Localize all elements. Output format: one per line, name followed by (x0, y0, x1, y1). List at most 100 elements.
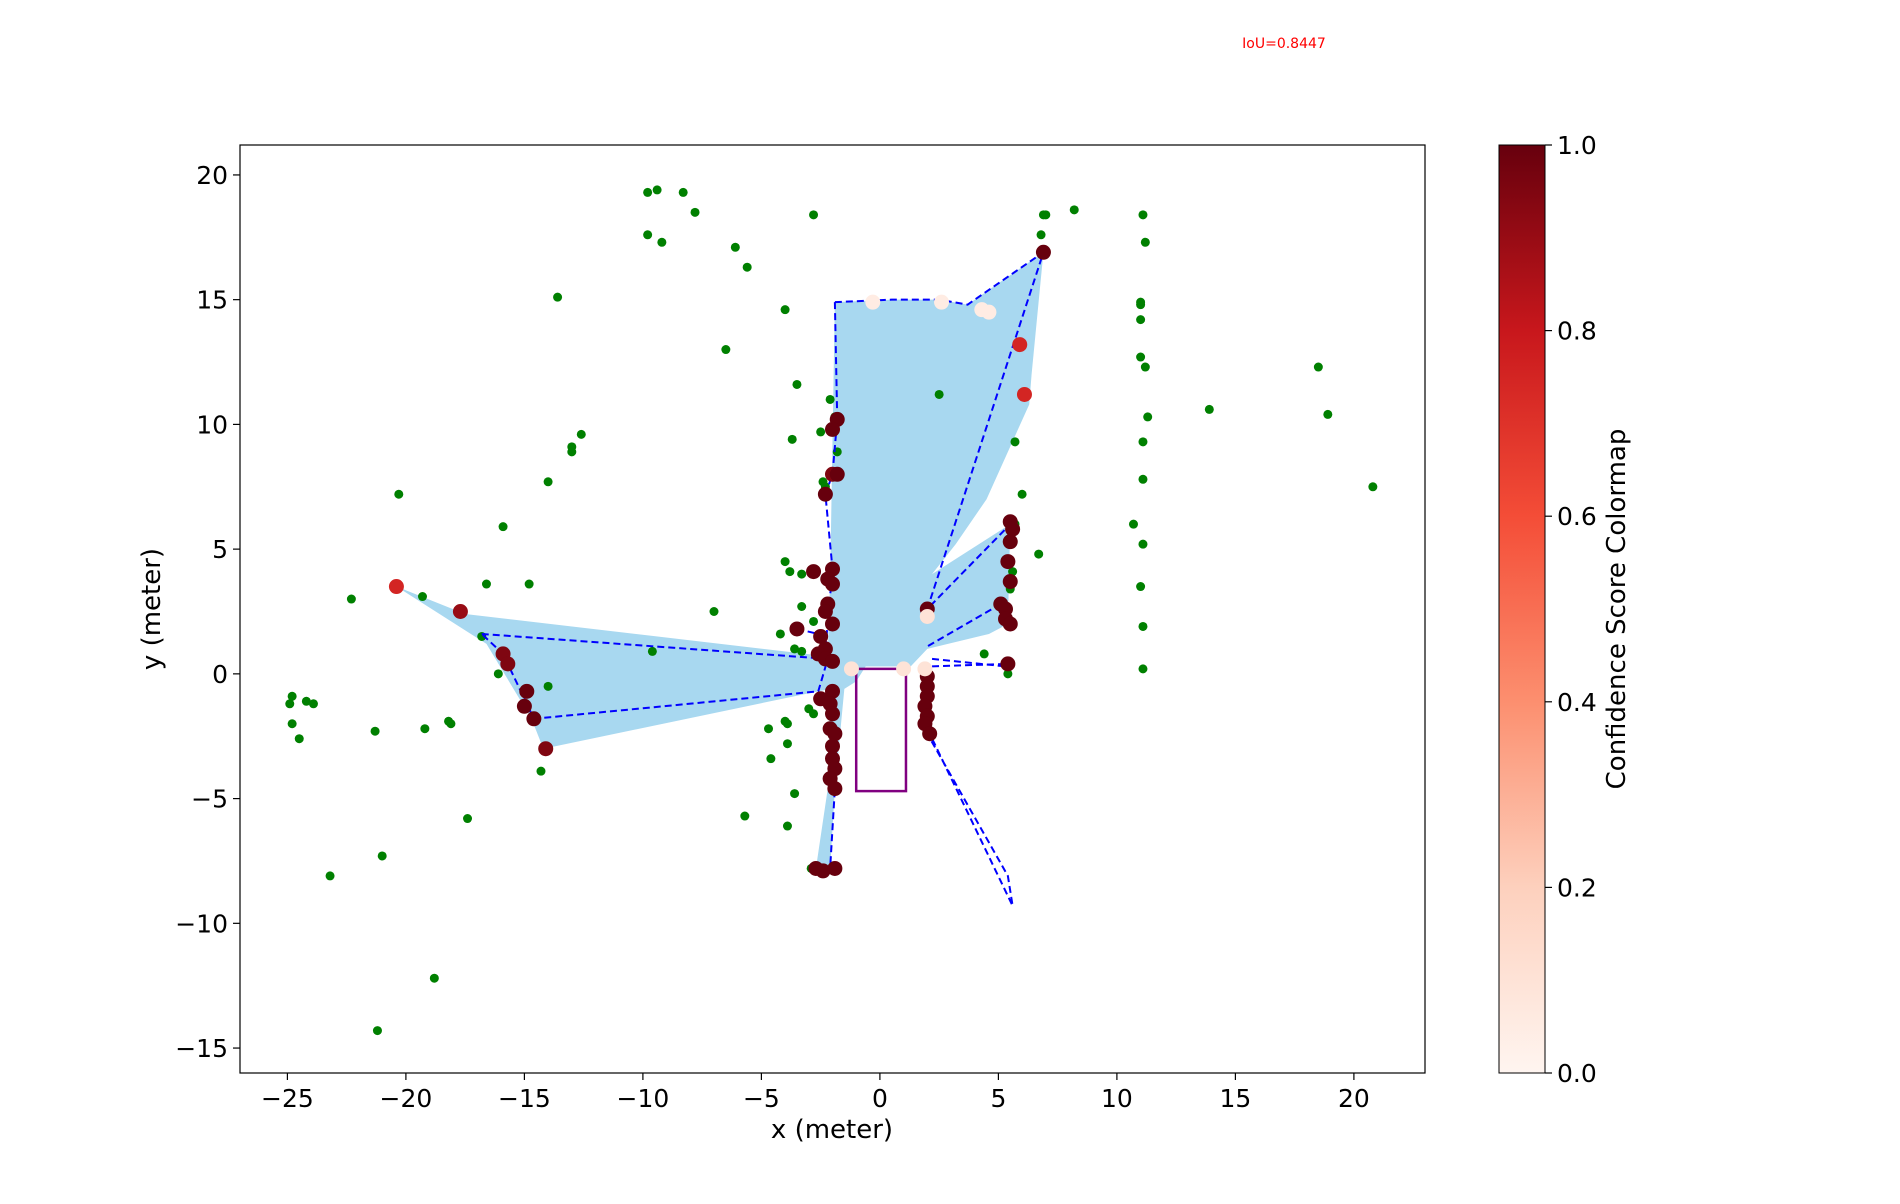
green-point (678, 187, 688, 197)
green-point (740, 811, 750, 821)
confidence-point (526, 711, 542, 727)
green-point (780, 557, 790, 567)
confidence-point (827, 860, 843, 876)
green-point (325, 871, 335, 881)
confidence-point (827, 726, 843, 742)
y-tick-label: −10 (175, 909, 228, 938)
x-axis-ticks: −25 −20 −15 −10 −5 0 5 10 15 20 (261, 1073, 1370, 1113)
green-point (1138, 437, 1148, 447)
green-point (417, 592, 427, 602)
green-point (764, 724, 774, 734)
green-point (493, 669, 503, 679)
green-point (809, 709, 819, 719)
green-point (787, 434, 797, 444)
confidence-point (1002, 616, 1018, 632)
green-point (809, 616, 819, 626)
confidence-point (825, 738, 840, 754)
confidence-point (519, 683, 535, 699)
confidence-point (825, 616, 840, 632)
confidence-point (1002, 574, 1018, 590)
green-point (420, 724, 430, 734)
colorbar (1498, 144, 1546, 1074)
x-tick-label: −20 (380, 1084, 433, 1113)
x-tick-label: −15 (498, 1084, 551, 1113)
confidence-point (789, 621, 805, 637)
confidence-point (825, 683, 840, 699)
green-point (790, 644, 800, 654)
axes-frame (239, 144, 1426, 1074)
confidence-point (896, 661, 912, 677)
confidence-point (388, 579, 404, 595)
green-point (372, 1026, 382, 1036)
green-point (1008, 567, 1018, 577)
green-point (429, 973, 439, 983)
colorbar-tick-label: 1.0 (1557, 131, 1597, 160)
colorbar-tick-label: 0.8 (1557, 317, 1597, 346)
green-point (785, 567, 795, 577)
dashed-boundary (932, 662, 1008, 668)
confidence-point (817, 603, 833, 619)
confidence-point (825, 653, 840, 669)
confidence-point (974, 302, 990, 318)
green-point (346, 594, 356, 604)
x-tick-label: 0 (872, 1084, 888, 1113)
confidence-point (1016, 386, 1032, 402)
green-point (1138, 474, 1148, 484)
green-point (370, 726, 380, 736)
green-point (643, 187, 653, 197)
iou-annotation: IoU=0.8447 (1242, 36, 1326, 52)
x-tick-label: −5 (743, 1084, 780, 1113)
green-point (1041, 210, 1051, 220)
green-point (1138, 664, 1148, 674)
y-axis-label: y (meter) (137, 548, 167, 670)
y-tick-label: 20 (196, 161, 228, 190)
confidence-point (813, 628, 829, 644)
green-point (1136, 300, 1146, 310)
green-point (394, 489, 404, 499)
confidence-point (1002, 534, 1018, 550)
green-point (1140, 362, 1150, 372)
green-point (1034, 549, 1044, 559)
x-tick-label: 15 (1219, 1084, 1251, 1113)
green-point (1140, 237, 1150, 247)
green-point (543, 681, 553, 691)
confidence-point (500, 656, 516, 672)
green-point (1136, 352, 1146, 362)
green-point (576, 429, 586, 439)
green-point (287, 719, 297, 729)
green-point (790, 789, 800, 799)
green-point (1138, 621, 1148, 631)
green-point (690, 207, 700, 217)
y-tick-label: 10 (196, 410, 228, 439)
green-point (792, 379, 802, 389)
confidence-point (817, 486, 833, 502)
ego-vehicle-box (854, 667, 908, 793)
green-point (721, 345, 731, 355)
confidence-point (934, 294, 950, 310)
green-point (797, 569, 807, 579)
green-point (1136, 315, 1146, 325)
green-point (524, 579, 534, 589)
x-tick-label: −10 (617, 1084, 670, 1113)
confidence-point (922, 726, 938, 742)
green-point (709, 606, 719, 616)
green-point (1313, 362, 1323, 372)
colorbar-label: Confidence Score Colormap (1602, 429, 1632, 790)
colorbar-tick-label: 0.2 (1557, 873, 1597, 902)
green-point (643, 230, 653, 240)
y-tick-label: 15 (196, 286, 228, 315)
green-point (652, 185, 662, 195)
free-space-polygon (396, 252, 1044, 869)
green-point (1204, 404, 1214, 414)
green-point (1010, 437, 1020, 447)
confidence-point (825, 706, 840, 722)
green-point (294, 734, 304, 744)
confidence-point (1000, 554, 1016, 570)
confidence-point (1000, 656, 1016, 672)
green-point (1138, 210, 1148, 220)
colorbar-tick-label: 0.0 (1557, 1059, 1597, 1088)
green-point (809, 210, 819, 220)
confidence-point (843, 661, 859, 677)
